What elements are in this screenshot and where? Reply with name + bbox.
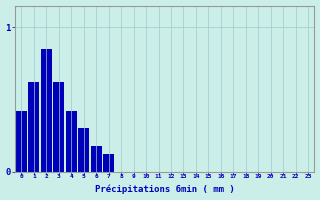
Bar (66, 111, 77, 172)
Bar (16, 111, 27, 172)
Bar (41, 49, 52, 172)
Bar (28, 82, 39, 172)
X-axis label: Précipitations 6min ( mm ): Précipitations 6min ( mm ) (95, 185, 235, 194)
Bar (53, 82, 64, 172)
Bar (78, 128, 89, 172)
Bar (103, 154, 114, 172)
Bar (91, 146, 102, 172)
